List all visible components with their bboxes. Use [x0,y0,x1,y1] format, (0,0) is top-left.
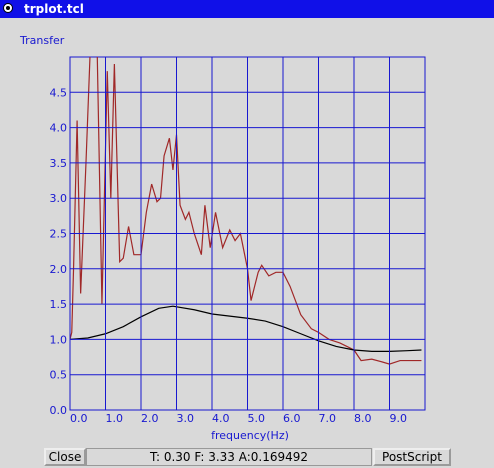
x-tick-label: 7.0 [319,412,337,425]
x-axis-label: frequency(Hz) [211,429,289,442]
x-tick-label: 9.0 [390,412,408,425]
data-line [70,57,422,365]
data-line [70,305,422,353]
status-text: T: 0.30 F: 3.33 A:0.169492 [86,448,372,466]
y-tick-label: 2.0 [50,263,68,276]
y-tick-label: 0.0 [50,404,68,417]
window-title: trplot.tcl [24,2,84,16]
y-tick-label: 3.5 [50,157,68,170]
x-tick-label: 1.0 [106,412,124,425]
x-tick-label: 5.0 [248,412,266,425]
chart: Transfer frequency(Hz) 0.0 1.0 2.0 3.0 4.0 5.… [19,34,426,442]
y-tick-label: 1.0 [50,333,68,346]
postscript-button[interactable]: PostScript [373,448,451,466]
x-tick-label: 3.0 [177,412,195,425]
y-tick-label: 2.5 [50,228,68,241]
x-tick-label: 4.0 [212,412,230,425]
window-menu-icon[interactable] [3,3,13,13]
close-button[interactable]: Close [44,448,86,466]
y-tick-label: 4.5 [50,86,68,99]
x-tick-label: 2.0 [141,412,159,425]
title-bar: trplot.tcl [0,0,494,18]
x-tick-label: 8.0 [354,412,372,425]
y-axis-label: Transfer [19,34,65,47]
x-tick-label: 6.0 [283,412,301,425]
x-tick-label: 0.0 [70,412,88,425]
y-tick-label: 1.5 [50,298,68,311]
y-tick-label: 4.0 [50,122,68,135]
y-tick-label: 3.0 [50,192,68,205]
y-tick-label: 0.5 [50,369,68,382]
